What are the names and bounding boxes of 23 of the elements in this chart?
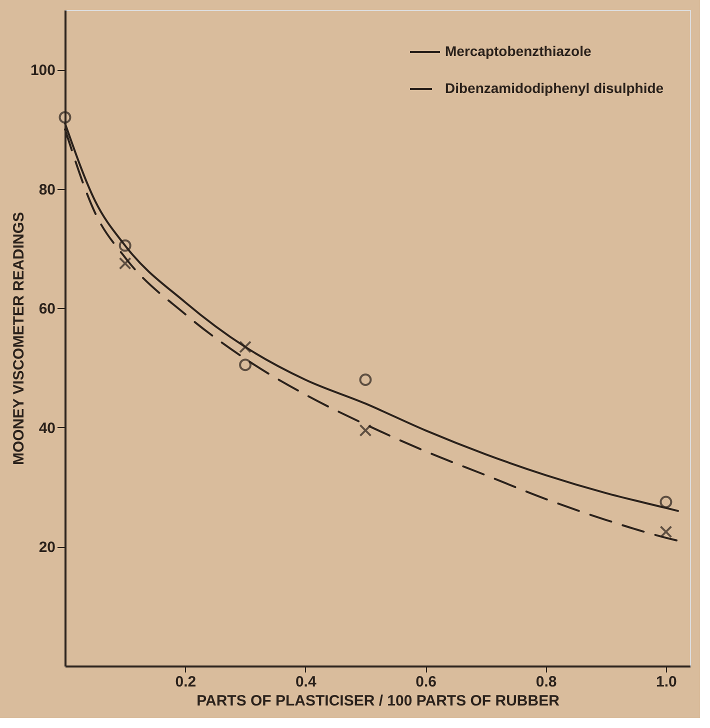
point <box>118 239 132 252</box>
point <box>118 257 132 270</box>
point <box>660 496 672 508</box>
point <box>239 340 252 354</box>
x-tick-label: 0.4 <box>295 674 317 690</box>
y-axis-title: MOONEY VISCOMETER READINGS <box>10 212 28 466</box>
x-tick-label: 1.0 <box>656 674 677 690</box>
y-tick-label: 20 <box>38 539 56 556</box>
point <box>660 526 672 538</box>
point <box>239 358 252 372</box>
x-tick-label: 0.6 <box>416 674 437 690</box>
y-tick-label: 100 <box>30 62 56 80</box>
point <box>359 374 372 386</box>
y-tick-label: 80 <box>38 181 56 198</box>
x-axis-title: PARTS OF PLASTICISER / 100 PARTS OF RUBBER <box>196 692 560 710</box>
point <box>58 111 72 124</box>
legend-label: Dibenzamidodiphenyl disulphide <box>445 80 664 96</box>
y-tick-label: 60 <box>38 300 56 318</box>
y-tick-label: 40 <box>38 420 56 437</box>
point <box>359 424 372 437</box>
legend-label: Mercaptobenzthiazole <box>445 43 592 59</box>
x-tick-label: 0.2 <box>175 674 196 690</box>
x-tick-label: 0.8 <box>536 674 557 690</box>
